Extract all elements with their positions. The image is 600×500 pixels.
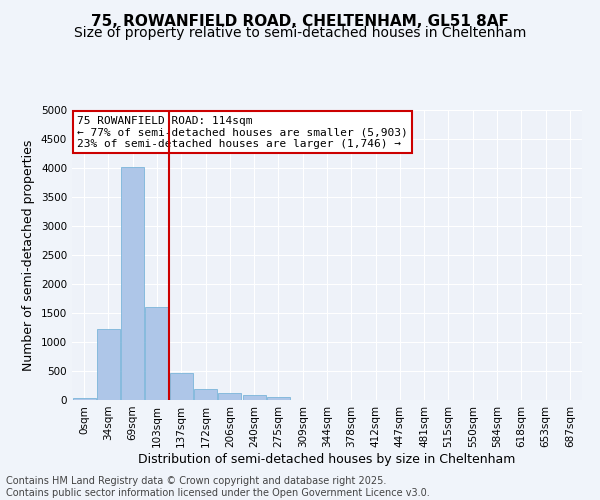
Bar [145,307,169,400]
Bar [97,329,120,400]
Bar [170,374,193,400]
Text: 75, ROWANFIELD ROAD, CHELTENHAM, GL51 8AF: 75, ROWANFIELD ROAD, CHELTENHAM, GL51 8A… [91,14,509,29]
Text: Contains HM Land Registry data © Crown copyright and database right 2025.
Contai: Contains HM Land Registry data © Crown c… [6,476,430,498]
Bar [242,396,266,400]
Text: Size of property relative to semi-detached houses in Cheltenham: Size of property relative to semi-detach… [74,26,526,40]
Bar [194,388,217,400]
Bar [73,398,95,400]
Text: 75 ROWANFIELD ROAD: 114sqm
← 77% of semi-detached houses are smaller (5,903)
23%: 75 ROWANFIELD ROAD: 114sqm ← 77% of semi… [77,116,408,149]
Text: Distribution of semi-detached houses by size in Cheltenham: Distribution of semi-detached houses by … [139,452,515,466]
Bar [121,167,144,400]
Bar [267,397,290,400]
Bar [218,393,241,400]
Y-axis label: Number of semi-detached properties: Number of semi-detached properties [22,140,35,370]
